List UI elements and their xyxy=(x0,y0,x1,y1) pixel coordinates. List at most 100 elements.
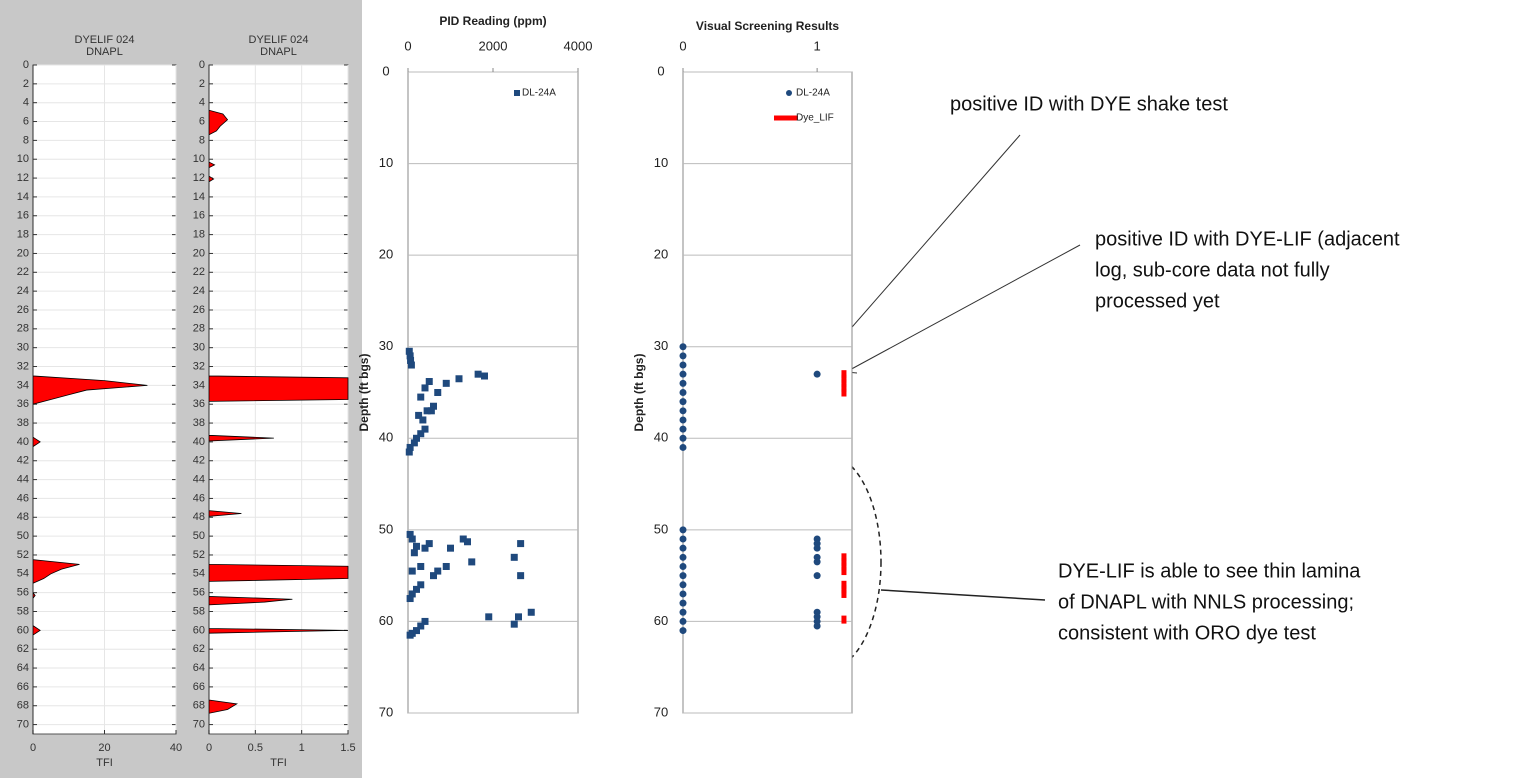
data-point xyxy=(679,352,687,360)
y-tick-label: 20 xyxy=(17,247,29,259)
connector xyxy=(880,589,1046,601)
arrow xyxy=(845,244,1081,373)
chart-title: DYELIF 024 xyxy=(249,34,309,46)
data-point xyxy=(415,411,423,419)
data-point xyxy=(841,615,847,624)
y-tick-label: 12 xyxy=(17,172,29,184)
y-tick-label: 50 xyxy=(379,521,393,536)
chart-title: PID Reading (ppm) xyxy=(439,14,546,28)
x-tick-label: 20 xyxy=(98,742,110,754)
data-point xyxy=(405,347,413,355)
y-tick-label: 66 xyxy=(17,681,29,693)
data-point xyxy=(679,562,687,570)
annotation-text: positive ID with DYE-LIF (adjacent xyxy=(1095,228,1400,250)
y-tick-label: 40 xyxy=(654,430,668,445)
y-tick-label: 34 xyxy=(193,379,205,391)
data-point xyxy=(442,379,450,387)
data-point xyxy=(413,585,420,593)
data-point xyxy=(841,562,847,571)
y-tick-label: 20 xyxy=(379,247,393,262)
data-point xyxy=(407,361,415,369)
y-tick-label: 24 xyxy=(17,285,29,297)
y-tick-label: 54 xyxy=(17,568,29,580)
y-tick-label: 26 xyxy=(193,304,205,316)
data-point xyxy=(679,617,687,625)
y-tick-label: 6 xyxy=(199,115,205,127)
y-tick-label: 52 xyxy=(193,549,205,561)
y-tick-label: 42 xyxy=(193,455,205,467)
y-tick-label: 60 xyxy=(193,624,205,636)
y-axis-label: Depth (ft bgs) xyxy=(632,354,646,432)
data-point xyxy=(679,398,687,406)
data-point xyxy=(406,443,414,451)
y-tick-label: 32 xyxy=(17,360,29,372)
y-tick-label: 46 xyxy=(17,492,29,504)
x-tick-label: 0.5 xyxy=(248,742,263,754)
y-tick-label: 12 xyxy=(193,172,205,184)
legend-label: Dye_LIF xyxy=(796,113,834,124)
data-point xyxy=(515,613,522,621)
y-tick-label: 38 xyxy=(193,417,205,429)
data-point xyxy=(417,430,425,438)
x-tick-label: 1 xyxy=(299,742,305,754)
x-axis-label: TFI xyxy=(270,757,287,769)
y-tick-label: 48 xyxy=(193,511,205,523)
x-axis-label: TFI xyxy=(96,757,113,769)
data-point xyxy=(427,407,435,415)
data-point xyxy=(434,389,442,396)
y-tick-label: 30 xyxy=(654,338,668,353)
data-point xyxy=(841,383,847,392)
data-point xyxy=(679,425,687,433)
y-tick-label: 18 xyxy=(17,229,29,241)
y-tick-label: 50 xyxy=(654,521,668,536)
data-point xyxy=(679,627,687,635)
annotation-text: consistent with ORO dye test xyxy=(1058,622,1316,644)
y-tick-label: 50 xyxy=(193,530,205,542)
y-tick-label: 10 xyxy=(193,153,205,165)
data-point xyxy=(679,379,687,387)
y-tick-label: 30 xyxy=(379,338,393,353)
data-point xyxy=(679,361,687,369)
data-point xyxy=(419,416,427,424)
y-tick-label: 62 xyxy=(193,643,205,655)
data-point xyxy=(406,595,414,603)
y-tick-label: 2 xyxy=(199,78,205,90)
y-tick-label: 40 xyxy=(379,430,393,445)
data-point xyxy=(679,544,687,552)
y-tick-label: 58 xyxy=(17,605,29,617)
data-point xyxy=(841,374,847,383)
data-point xyxy=(679,590,687,598)
y-tick-label: 36 xyxy=(193,398,205,410)
fluorescence-trace xyxy=(208,65,349,734)
data-point xyxy=(679,535,687,543)
y-tick-label: 54 xyxy=(193,568,205,580)
y-tick-label: 14 xyxy=(193,191,205,203)
y-tick-label: 40 xyxy=(17,436,29,448)
data-point xyxy=(841,585,847,594)
y-tick-label: 0 xyxy=(199,59,205,71)
data-point xyxy=(413,627,420,635)
y-tick-label: 34 xyxy=(17,379,29,391)
x-tick-label: 0 xyxy=(404,38,411,53)
y-tick-label: 2 xyxy=(23,78,29,90)
y-tick-label: 8 xyxy=(23,134,29,146)
data-point xyxy=(408,567,416,575)
y-tick-label: 28 xyxy=(17,323,29,335)
y-tick-label: 10 xyxy=(17,153,29,165)
x-tick-label: 0 xyxy=(30,742,36,754)
x-tick-label: 0 xyxy=(206,742,212,754)
data-point xyxy=(468,558,476,566)
data-point xyxy=(813,544,821,552)
legend-marker xyxy=(514,90,520,96)
y-tick-label: 70 xyxy=(654,704,668,719)
y-tick-label: 62 xyxy=(17,643,29,655)
y-tick-label: 16 xyxy=(193,210,205,222)
data-point xyxy=(517,572,525,580)
data-point xyxy=(841,553,847,562)
x-tick-label: 40 xyxy=(170,742,182,754)
y-tick-label: 50 xyxy=(17,530,29,542)
y-tick-label: 22 xyxy=(17,266,29,278)
y-tick-label: 58 xyxy=(193,605,205,617)
data-point xyxy=(455,375,463,383)
